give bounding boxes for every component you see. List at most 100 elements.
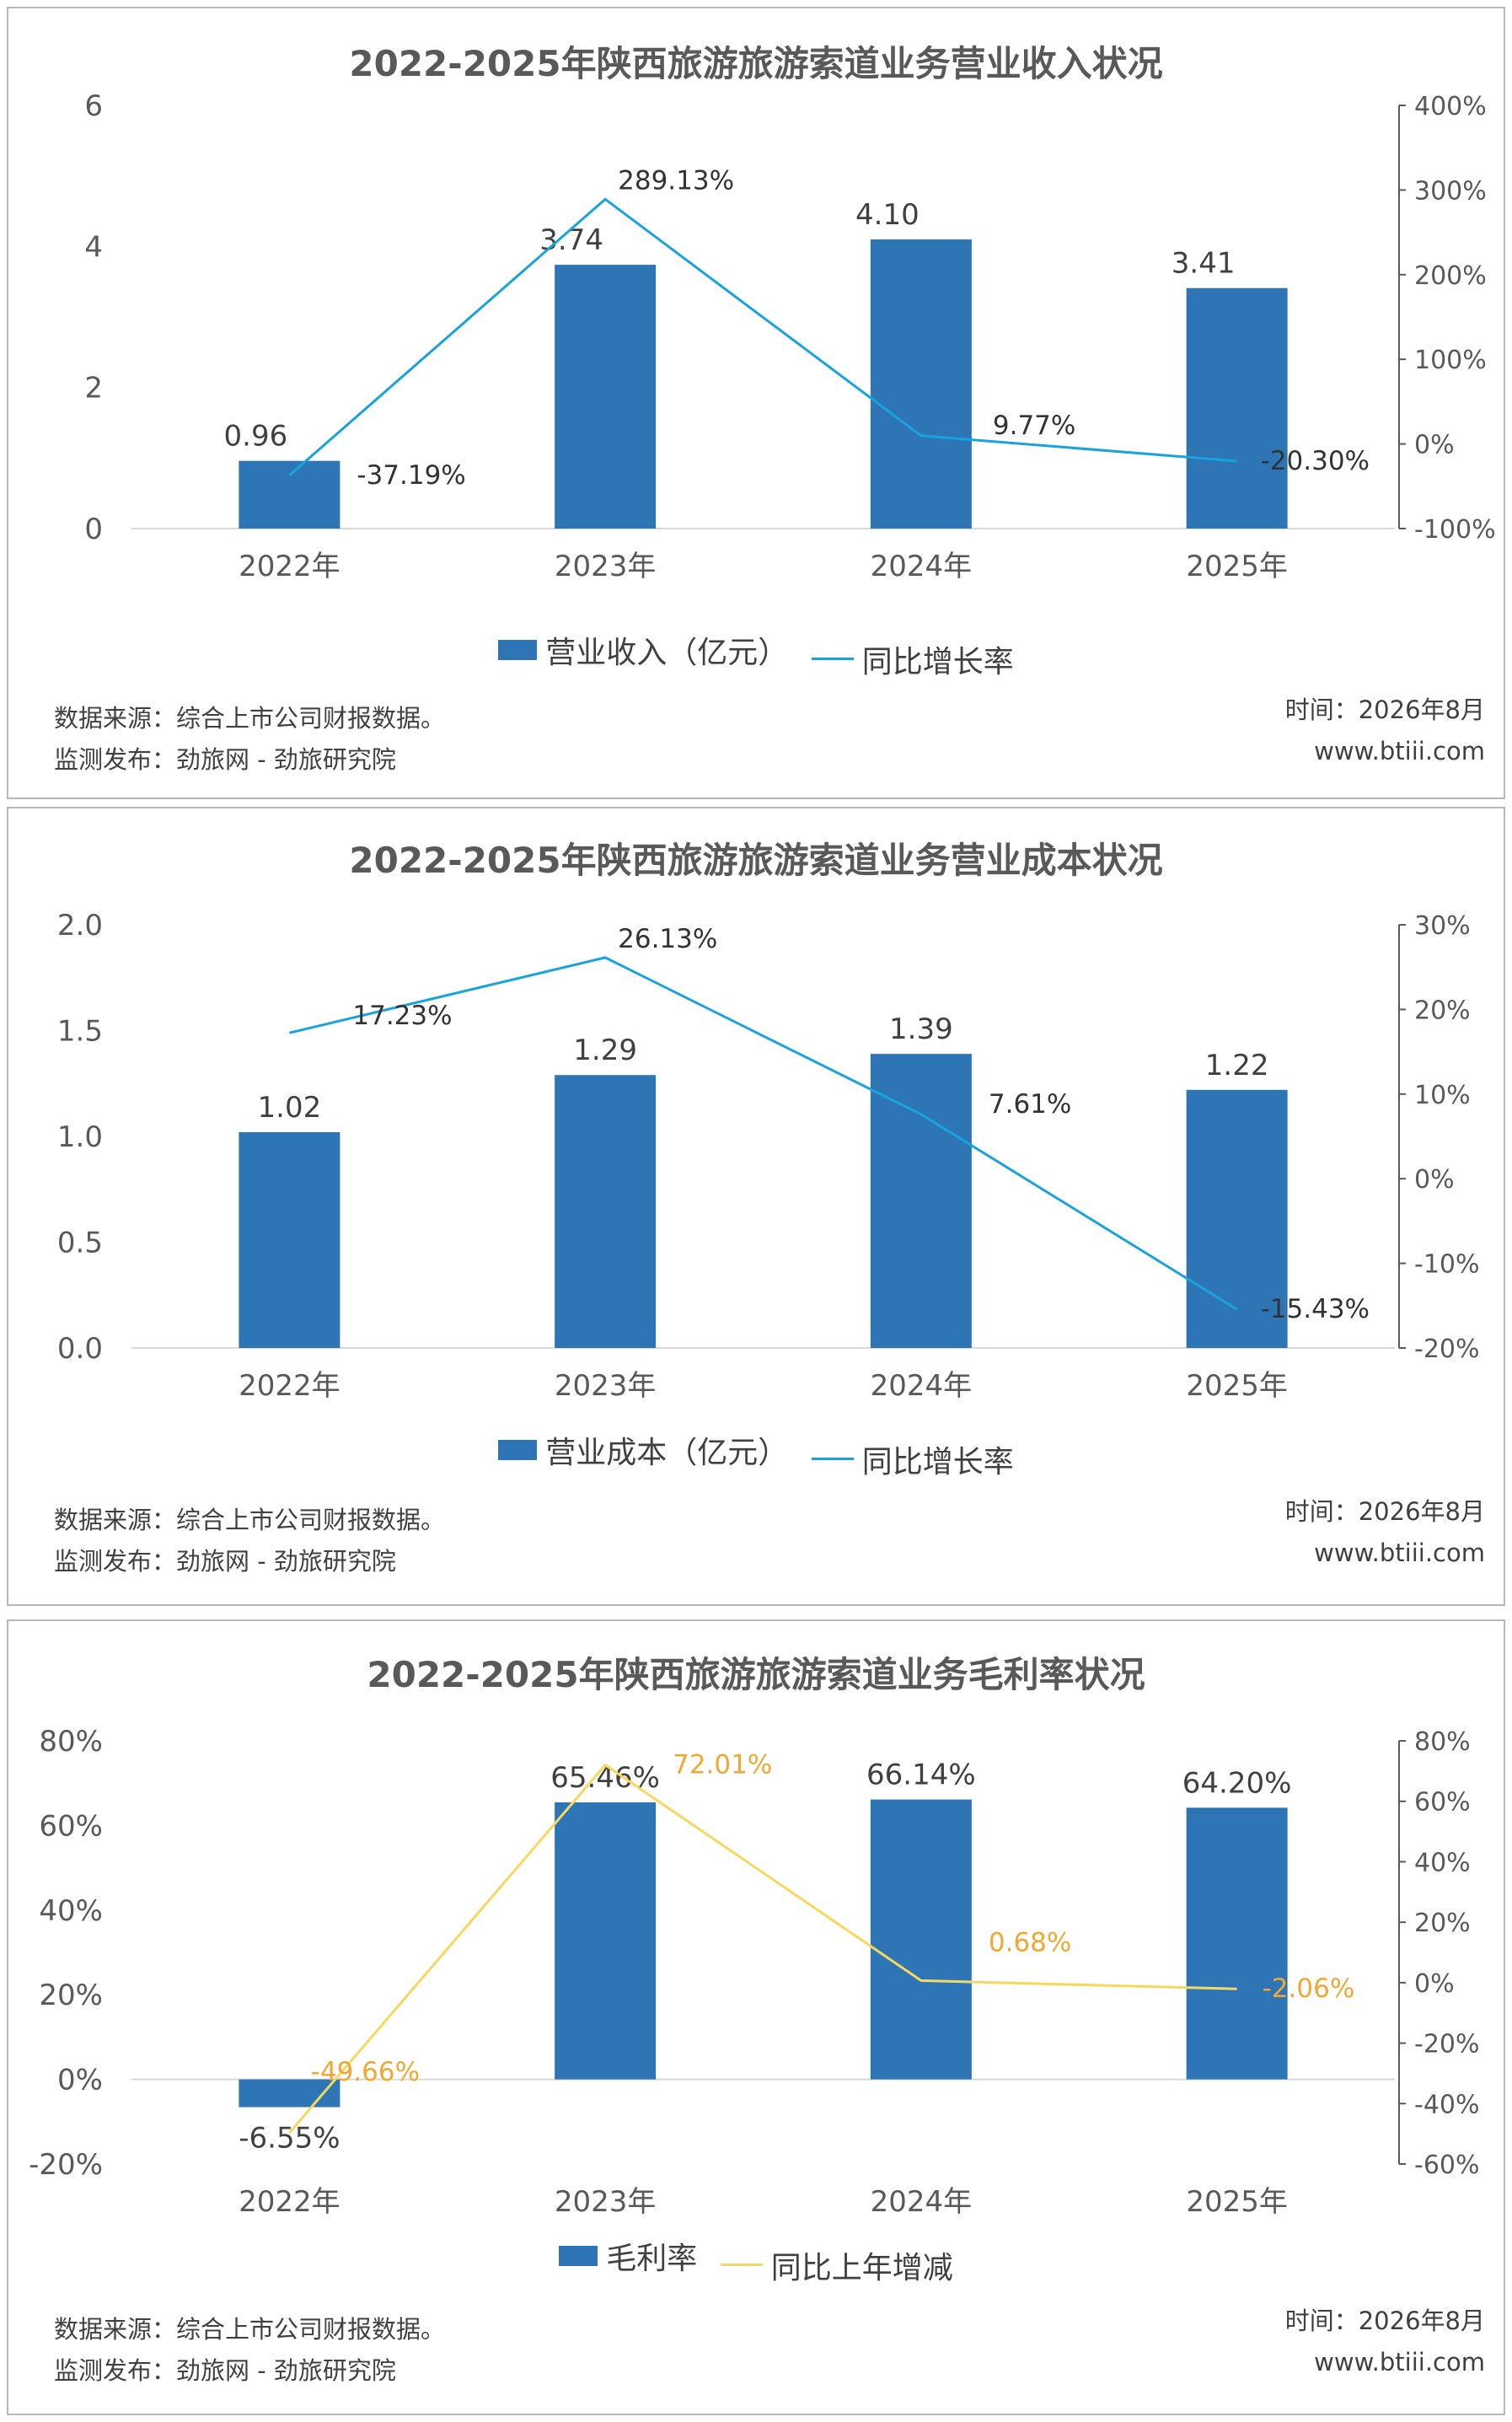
y-right-tick-label: 0%: [1414, 1165, 1455, 1195]
bar-data-label: -6.55%: [239, 2121, 340, 2155]
footer-right: 时间：2026年8月 www.btiii.com: [1285, 2301, 1485, 2383]
bar: [239, 460, 340, 529]
chart-legend: 营业收入（亿元） 同比增长率: [8, 628, 1504, 681]
legend-item-bar: 营业成本（亿元）: [498, 1428, 788, 1472]
bar: [239, 1131, 340, 1348]
footer-publisher: 监测发布：劲旅网 - 劲旅研究院: [54, 745, 396, 774]
legend-item-bar: 营业收入（亿元）: [498, 628, 788, 672]
y-right-tick-label: -60%: [1414, 2151, 1480, 2180]
y-left-tick-label: 0.5: [57, 1227, 103, 1260]
y-right-tick-label: 20%: [1414, 996, 1471, 1025]
chart-svg: 0246-100%0%100%200%300%400%0.963.744.103…: [84, 89, 1496, 583]
bar: [555, 1802, 657, 2080]
legend-label-line: 同比增长率: [861, 1444, 1014, 1480]
chart-svg: 0.0 0.5 1.0 1.5 2.0 -20% -10% 0% 10% 20% 30% 1.02 1.…: [57, 909, 1480, 1403]
bar-data-label: 1.29: [573, 1034, 637, 1067]
legend-label-bar: 营业成本（亿元）: [545, 1436, 789, 1470]
y-left-tick-label: 2.0: [57, 909, 103, 942]
x-category-label: 2023年: [555, 2185, 657, 2219]
footer-site: www.btiii.com: [1314, 2348, 1485, 2376]
y-right-tick-label: -10%: [1414, 1250, 1480, 1280]
y-left-tick-label: 40%: [39, 1894, 103, 1928]
y-right-tick-label: 20%: [1414, 1909, 1471, 1938]
x-category-label: 2024年: [871, 2185, 973, 2219]
line-data-label: 0.68%: [989, 1927, 1071, 1957]
y-left-tick-label: 0.0: [57, 1332, 103, 1366]
line-data-label: 289.13%: [618, 165, 734, 196]
y-right-tick-label: -40%: [1414, 2090, 1480, 2119]
y-right-tick-label: 200%: [1414, 261, 1487, 291]
line-data-label: 72.01%: [673, 1750, 772, 1780]
bar: [1186, 1089, 1288, 1348]
chart-legend: 毛利率 同比上年增减: [8, 2234, 1504, 2287]
footer-left: 数据来源：综合上市公司财报数据。 监测发布：劲旅网 - 劲旅研究院: [54, 1500, 445, 1582]
y-right-tick-label: -20%: [1414, 2030, 1480, 2060]
x-category-label: 2022年: [239, 550, 340, 583]
bar-data-label: 1.02: [258, 1091, 322, 1125]
x-category-label: 2023年: [555, 550, 657, 583]
chart-title: 2022-2025年陕西旅游旅游索道业务营业收入状况: [349, 43, 1163, 84]
x-category-label: 2025年: [1186, 1369, 1288, 1403]
legend-label-bar: 营业收入（亿元）: [545, 636, 789, 670]
legend-swatch-line: [720, 2264, 763, 2266]
bar: [555, 265, 657, 529]
y-right-tick-label: 0%: [1414, 431, 1455, 460]
y-left-tick-label: 60%: [39, 1809, 103, 1843]
footer-time: 时间：2026年8月: [1284, 1497, 1485, 1526]
line-data-label: 7.61%: [989, 1089, 1071, 1120]
legend-item-line: 同比上年增减: [720, 2243, 953, 2287]
footer-time: 时间：2026年8月: [1284, 695, 1485, 724]
legend-swatch-bar: [498, 640, 538, 660]
y-left-tick-label: -20%: [29, 2148, 103, 2182]
legend-swatch-line: [811, 658, 854, 660]
y-left-tick-label: 6: [84, 89, 103, 123]
x-category-label: 2024年: [871, 550, 973, 583]
legend-swatch-bar: [498, 1440, 538, 1460]
y-left-tick-label: 0%: [57, 2064, 103, 2097]
x-category-label: 2024年: [871, 1369, 973, 1403]
bar: [870, 239, 972, 529]
y-right-tick-label: 40%: [1414, 1848, 1471, 1877]
line-data-label: -15.43%: [1261, 1294, 1370, 1324]
footer-source: 数据来源：综合上市公司财报数据。: [54, 704, 446, 733]
y-left-tick-label: 1.0: [57, 1120, 103, 1154]
chart-legend: 营业成本（亿元） 同比增长率: [8, 1428, 1504, 1481]
legend-label-line: 同比增长率: [861, 644, 1014, 679]
bar-data-label: 4.10: [855, 198, 920, 232]
footer-right: 时间：2026年8月 www.btiii.com: [1285, 1491, 1485, 1574]
y-right-tick-label: 30%: [1414, 911, 1471, 941]
y-right-tick-label: 100%: [1414, 346, 1487, 375]
bar: [870, 1054, 972, 1348]
footer-site: www.btiii.com: [1314, 737, 1485, 765]
y-right-tick-label: 400%: [1414, 92, 1487, 121]
y-left-tick-label: 20%: [39, 1979, 103, 2012]
legend-swatch-line: [811, 1458, 854, 1460]
chart-svg: -20% 0% 20% 40% 60% 80% -60% -40% -20% 0% 20% 40% 60…: [29, 1725, 1480, 2219]
bar: [1186, 1807, 1288, 2080]
x-category-label: 2022年: [239, 2185, 340, 2219]
y-right-tick-label: -20%: [1414, 1335, 1480, 1364]
footer-left: 数据来源：综合上市公司财报数据。 监测发布：劲旅网 - 劲旅研究院: [54, 2309, 445, 2392]
line-data-label: 26.13%: [618, 924, 717, 954]
line-series: [288, 197, 1237, 477]
line-data-label: 17.23%: [352, 1001, 452, 1031]
legend-label-bar: 毛利率: [606, 2242, 698, 2276]
bar-data-label: 64.20%: [1182, 1766, 1292, 1800]
chart-title: 2022-2025年陕西旅游旅游索道业务营业成本状况: [349, 840, 1163, 881]
y-right-tick-label: -100%: [1414, 515, 1496, 545]
y-right-tick-label: 0%: [1414, 1969, 1455, 1999]
y-right-tick-label: 60%: [1414, 1788, 1471, 1818]
line-data-label: 9.77%: [993, 411, 1075, 441]
chart-panel-revenue: 2022-2025年陕西旅游旅游索道业务营业收入状况 0 2 4 6 -100% 0% 10…: [7, 7, 1505, 799]
bar-data-label: 1.39: [889, 1012, 953, 1046]
bar-data-label: 1.22: [1205, 1049, 1269, 1082]
footer-publisher: 监测发布：劲旅网 - 劲旅研究院: [54, 2356, 396, 2385]
x-category-label: 2023年: [555, 1369, 657, 1403]
line-data-label: -2.06%: [1263, 1974, 1355, 2004]
bar-data-label: 3.41: [1172, 247, 1236, 281]
bar: [870, 1799, 972, 2080]
footer-source: 数据来源：综合上市公司财报数据。: [54, 2315, 446, 2344]
bar: [555, 1075, 657, 1348]
line-series: [289, 956, 1238, 1311]
line-data-label: -20.30%: [1261, 446, 1370, 476]
